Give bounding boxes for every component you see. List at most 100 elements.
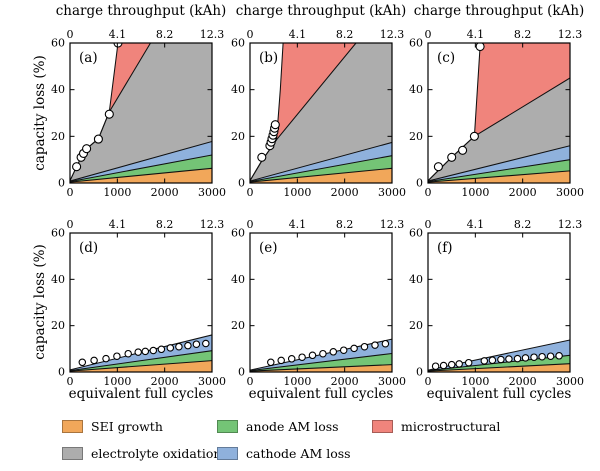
plot-frame-c <box>427 42 571 184</box>
data-point <box>72 162 82 172</box>
bottom-axis-title-col1: equivalent full cycles <box>68 386 214 402</box>
electrolyte-oxidation-swatch <box>62 447 83 460</box>
x-tick-label: 1000 <box>103 186 131 199</box>
data-point <box>175 342 183 351</box>
data-point <box>202 339 210 348</box>
y-tick-label: 60 <box>409 37 423 50</box>
top-tick-label: 8.2 <box>156 28 174 41</box>
y-tick-label: 40 <box>231 83 245 96</box>
legend-item-anode: anode AM loss <box>217 419 339 434</box>
data-point <box>113 43 123 48</box>
top-tick-label: 0 <box>247 218 254 231</box>
boundary-line-micro <box>428 43 481 182</box>
tick-labels-c: 0 1000 2000 3000 0 4.1 8.2 12.3 0 20 40 60 <box>409 28 584 199</box>
plot-frame-e <box>249 232 393 373</box>
top-axis-title-col3: charge throughput (kAh) <box>413 3 585 19</box>
bottom-axis-title-col3: equivalent full cycles <box>426 386 572 402</box>
data-point <box>555 352 563 360</box>
y-tick-label: 60 <box>51 227 65 240</box>
top-axis-title-col2: charge throughput (kAh) <box>235 3 407 19</box>
boundary-line-anode <box>250 352 392 372</box>
axis-ticks-c <box>427 42 571 184</box>
data-points-b <box>257 120 280 162</box>
data-point <box>166 344 175 352</box>
top-axis-title-col1: charge throughput (kAh) <box>55 3 227 19</box>
panel-tag-c: (c) <box>437 50 455 66</box>
y-tick-label: 60 <box>51 37 65 50</box>
top-tick-label: 4.1 <box>467 218 485 231</box>
area-electrolyte <box>70 43 212 182</box>
top-tick-label: 0 <box>425 28 432 41</box>
data-point <box>350 344 358 353</box>
data-points-e <box>267 339 390 367</box>
data-point <box>149 346 158 355</box>
data-point <box>497 355 505 364</box>
data-points-d <box>78 339 210 367</box>
plot-area-d <box>70 334 212 372</box>
y-tick-label: 40 <box>51 273 65 286</box>
axis-ticks-f <box>427 232 571 373</box>
x-tick-label: 1000 <box>283 186 311 199</box>
x-tick-label: 3000 <box>556 375 584 388</box>
panel-tag-b: (b) <box>259 50 278 66</box>
plot-frame-a <box>69 42 213 184</box>
data-point <box>124 349 132 358</box>
bottom-axis-title-col2: equivalent full cycles <box>248 386 394 402</box>
data-point <box>505 355 513 363</box>
x-tick-label: 0 <box>67 375 74 388</box>
data-point <box>546 352 555 360</box>
top-tick-label: 12.3 <box>200 218 225 231</box>
boundary-line-cathode <box>428 145 570 182</box>
data-point <box>464 358 473 367</box>
tick-labels-d: 0 1000 2000 3000 0 4.1 8.2 12.3 0 20 40 60 <box>51 218 226 388</box>
data-point <box>469 131 479 141</box>
x-tick-label: 2000 <box>151 375 179 388</box>
x-tick-label: 0 <box>247 375 254 388</box>
x-tick-label: 1000 <box>461 375 489 388</box>
area-micro <box>428 43 570 181</box>
legend-label: anode AM loss <box>246 419 339 434</box>
data-point <box>78 358 87 367</box>
data-point <box>447 152 457 162</box>
y-tick-label: 0 <box>416 177 423 190</box>
y-axis-title-row1: capacity loss (%) <box>32 55 48 171</box>
top-tick-label: 0 <box>425 218 432 231</box>
x-tick-label: 2000 <box>509 186 537 199</box>
data-point <box>257 152 267 162</box>
top-tick-label: 0 <box>67 218 74 231</box>
boundary-line-anode <box>428 159 570 183</box>
data-point <box>134 348 142 356</box>
boundary-line-sei <box>70 360 212 372</box>
data-point <box>433 162 443 172</box>
legend-item-sei: SEI growth <box>62 419 163 434</box>
y-tick-label: 60 <box>409 227 423 240</box>
x-tick-label: 1000 <box>103 375 131 388</box>
plot-area-c <box>428 43 570 183</box>
panel-tag-e: (e) <box>259 240 278 256</box>
plot-area-f <box>428 339 570 372</box>
cathode-am-loss-swatch <box>217 447 238 460</box>
data-point <box>488 356 497 364</box>
axis-ticks-b <box>249 42 393 184</box>
top-tick-label: 4.1 <box>289 218 307 231</box>
plot-area-b <box>250 43 392 183</box>
panel-tag-f: (f) <box>437 240 453 256</box>
top-tick-label: 12.3 <box>380 218 405 231</box>
top-tick-label: 8.2 <box>156 218 174 231</box>
data-point <box>277 356 285 365</box>
x-tick-label: 3000 <box>378 186 406 199</box>
data-point <box>513 354 522 363</box>
data-point <box>90 356 98 365</box>
data-point <box>184 341 192 350</box>
data-point <box>381 339 390 348</box>
y-tick-label: 40 <box>409 83 423 96</box>
y-tick-label: 40 <box>51 83 65 96</box>
data-point <box>455 360 463 368</box>
y-tick-label: 60 <box>231 227 245 240</box>
data-point <box>319 349 327 358</box>
x-tick-label: 0 <box>67 186 74 199</box>
x-tick-label: 2000 <box>331 375 359 388</box>
top-tick-label: 4.1 <box>467 28 485 41</box>
